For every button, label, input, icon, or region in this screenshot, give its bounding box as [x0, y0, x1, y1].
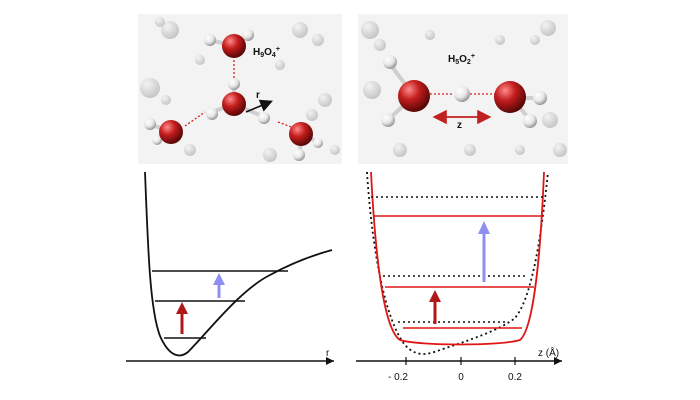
morse-potential-curve: [144, 171, 333, 357]
red-potential-curve: [370, 171, 545, 346]
z-axis-ticks: [405, 357, 516, 365]
z-coordinate-label: z: [457, 120, 462, 131]
oxygen-atom: [222, 34, 246, 58]
atoms: [381, 55, 547, 128]
hydrogen-atom: [381, 113, 395, 127]
panel-bottom-left-potential: r: [126, 171, 334, 365]
z-axis-label: z (Å): [538, 346, 559, 359]
r-axis-arrowhead: [326, 357, 334, 365]
panel-top-left-molecule: r H9O4+: [138, 14, 342, 164]
panel-bottom-right-potential: z (Å) - 0.2 0 0.2: [356, 171, 562, 383]
hydrogen-atom: [383, 55, 397, 69]
hydrogen-atom: [228, 78, 240, 90]
tick-label-neg-0-2: - 0.2: [388, 372, 408, 383]
hydrogen-atom: [152, 135, 162, 145]
hydrogen-atom: [293, 149, 305, 161]
transition-arrow-red: [429, 290, 441, 324]
shared-proton: [454, 86, 470, 102]
r-axis-label: r: [326, 348, 330, 359]
transition-arrow-blue: [478, 221, 490, 282]
ion-label-h9o4: H9O4+: [253, 46, 280, 59]
hydrogen-atom: [242, 29, 254, 41]
z-axis-arrowhead: [554, 357, 562, 365]
red-energy-levels: [374, 215, 541, 329]
hydrogen-atom: [144, 118, 156, 130]
hydrogen-atom: [533, 91, 547, 105]
oxygen-atom: [494, 81, 526, 113]
r-coordinate-label: r: [256, 90, 260, 101]
energy-levels: [152, 270, 288, 339]
r-coordinate-arrow: [245, 99, 273, 113]
oxygen-atom: [289, 122, 313, 146]
transition-arrow-red: [176, 302, 188, 334]
hydrogen-bonds: [184, 60, 295, 129]
ion-label-h5o2: H5O2+: [448, 53, 475, 66]
background-molecules: [361, 20, 567, 157]
hydrogen-atom: [523, 114, 537, 128]
oxygen-atom: [398, 80, 430, 112]
hydrogen-atom: [258, 112, 270, 124]
tick-label-0-2: 0.2: [508, 372, 522, 383]
background-molecules: [140, 17, 340, 162]
atoms: [144, 29, 323, 161]
hydrogen-atom: [313, 138, 323, 148]
panel-top-right-molecule: z H5O2+: [358, 14, 568, 164]
dotted-energy-levels: [371, 196, 546, 323]
hydrogen-atom: [204, 34, 216, 46]
transition-arrow-blue: [213, 273, 225, 298]
tick-label-0: 0: [458, 372, 464, 383]
hydrogen-atom: [206, 108, 218, 120]
dotted-potential-curve: [366, 171, 549, 355]
oxygen-atom: [222, 92, 246, 116]
oxygen-atom: [159, 120, 183, 144]
